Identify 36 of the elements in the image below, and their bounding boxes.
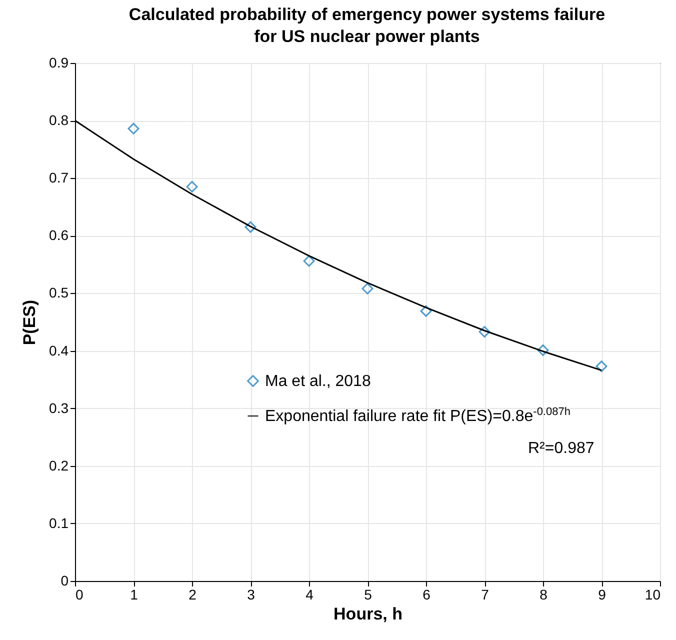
legend-label: Exponential failure rate fit P(ES)=0.8e$^{-0.087h}$ — [265, 406, 570, 425]
x-tick-label: 1 — [130, 586, 138, 602]
legend-label: Ma et al., 2018 — [265, 373, 371, 390]
point — [420, 305, 432, 317]
point — [128, 122, 140, 134]
x-tick-label: 10 — [644, 586, 661, 602]
y-tick-label: 0 — [60, 572, 69, 588]
x-tick-label: 5 — [364, 586, 372, 602]
x-tick-label: 0 — [76, 586, 84, 602]
point — [303, 255, 315, 267]
y-tick-label: 0.4 — [49, 342, 69, 358]
x-tick-label: 4 — [306, 586, 314, 602]
y-axis-title: P(ES) — [20, 300, 40, 346]
y-tick-label: 0.7 — [49, 170, 69, 186]
y-tick-label: 0.8 — [49, 112, 69, 128]
annotation: R²=0.987 — [528, 440, 594, 458]
x-tick-label: 7 — [481, 586, 490, 602]
y-tick-label: 0.3 — [49, 400, 69, 416]
y-tick-label: 0.1 — [49, 514, 69, 531]
point — [478, 326, 490, 338]
x-tick-label: 3 — [247, 586, 256, 602]
x-tick-label: 8 — [540, 586, 548, 602]
point — [362, 282, 374, 294]
chart-title: Calculated probability of emergency power systems failure for US nuclear power plants — [128, 4, 606, 48]
y-tick-label: 0.9 — [49, 54, 69, 70]
y-tick-label: 0.5 — [49, 284, 69, 301]
point — [186, 180, 198, 192]
point — [537, 344, 549, 356]
point — [244, 221, 256, 233]
y-tick-label: 0.6 — [49, 227, 69, 244]
x-axis-title: Hours, h — [334, 604, 402, 624]
y-tick-label: 0.2 — [49, 457, 69, 474]
x-tick-label: 6 — [422, 586, 431, 602]
x-tick-label: 2 — [188, 586, 197, 602]
point — [596, 360, 608, 372]
x-tick-label: 9 — [598, 586, 606, 602]
